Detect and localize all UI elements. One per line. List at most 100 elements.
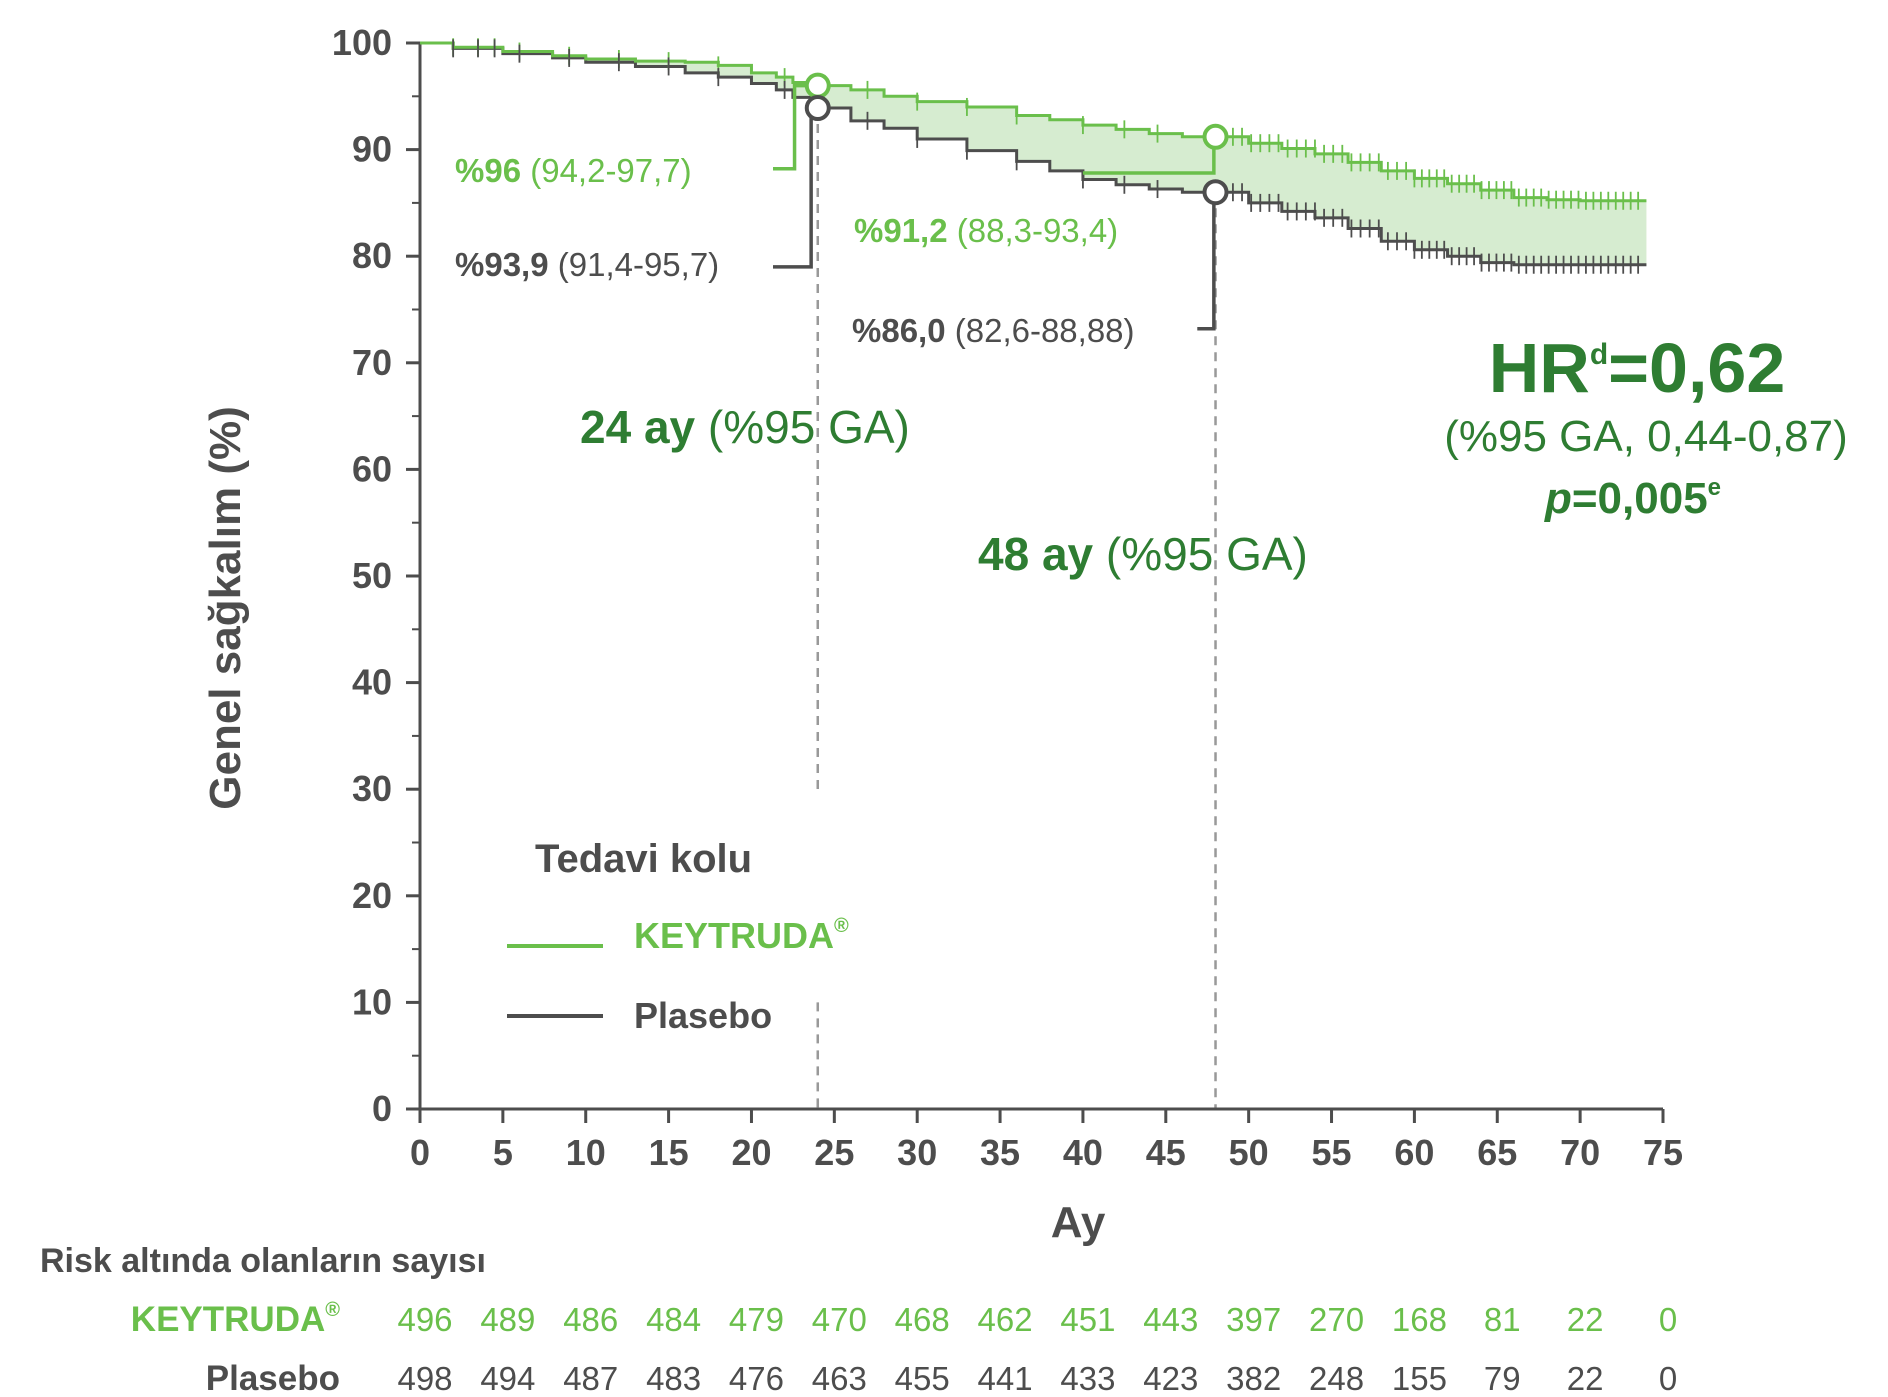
marker-keytruda — [1202, 123, 1229, 150]
risk-keytruda-sup: ® — [325, 1299, 340, 1321]
p-value-sup: e — [1708, 474, 1721, 501]
risk-value-keytruda: 489 — [480, 1301, 535, 1338]
placebo-24-label: %93,9 (91,4-95,7) — [455, 246, 719, 283]
y-tick-label: 80 — [352, 235, 392, 276]
legend-keytruda-sup: ® — [834, 915, 849, 937]
y-tick-label: 20 — [352, 875, 392, 916]
x-tick-label: 70 — [1560, 1132, 1600, 1173]
marker-placebo — [804, 95, 831, 122]
month-48-label: 48 ay (%95 GA) — [978, 528, 1308, 580]
legend-item-keytruda: KEYTRUDA® — [634, 915, 849, 956]
x-tick-label: 0 — [410, 1132, 430, 1173]
risk-value-placebo: 463 — [812, 1360, 867, 1397]
risk-value-keytruda: 468 — [895, 1301, 950, 1338]
month-24-rest: (%95 GA) — [695, 401, 910, 453]
risk-value-keytruda: 451 — [1060, 1301, 1115, 1338]
risk-value-placebo: 433 — [1060, 1360, 1115, 1397]
month-24-bold: 24 ay — [580, 401, 696, 453]
marker-keytruda — [804, 72, 831, 99]
placebo-48-label: %86,0 (82,6-88,88) — [852, 312, 1135, 349]
x-tick-label: 75 — [1643, 1132, 1683, 1173]
keytruda-24-value: %96 — [455, 152, 521, 189]
risk-value-keytruda: 81 — [1484, 1301, 1521, 1338]
risk-table-values: 496 489 486 484 479 470 468 462 451 443 397 270 168 8… — [397, 1301, 1677, 1397]
month-48-bold: 48 ay — [978, 528, 1094, 580]
risk-value-keytruda: 22 — [1567, 1301, 1604, 1338]
placebo-24-value: %93,9 — [455, 246, 549, 283]
risk-value-placebo: 494 — [480, 1360, 535, 1397]
x-tick-label: 5 — [493, 1132, 513, 1173]
hazard-ratio-label: HR — [1489, 329, 1590, 407]
risk-value-keytruda: 484 — [646, 1301, 701, 1338]
keytruda-24-ci: (94,2-97,7) — [521, 152, 692, 189]
x-tick-label: 10 — [566, 1132, 606, 1173]
risk-table-title: Risk altında olanların sayısı — [40, 1242, 486, 1280]
risk-value-placebo: 441 — [978, 1360, 1033, 1397]
keytruda-48-ci: (88,3-93,4) — [948, 212, 1119, 249]
censor-marks — [452, 38, 1640, 274]
placebo-48-ci: (82,6-88,88) — [946, 312, 1135, 349]
x-tick-label: 40 — [1063, 1132, 1103, 1173]
p-value-letter: p — [1544, 474, 1572, 523]
x-tick-label: 60 — [1394, 1132, 1434, 1173]
risk-value-placebo: 382 — [1226, 1360, 1281, 1397]
y-tick-label: 100 — [332, 22, 392, 63]
risk-value-placebo: 248 — [1309, 1360, 1364, 1397]
legend-item-placebo: Plasebo — [634, 995, 772, 1036]
hazard-ratio-ci: (%95 GA, 0,44-0,87) — [1444, 412, 1848, 461]
bracket-keytruda-24 — [773, 83, 812, 171]
reference-lines — [816, 108, 1217, 1109]
risk-value-placebo: 0 — [1659, 1360, 1677, 1397]
keytruda-48-label: %91,2 (88,3-93,4) — [854, 212, 1118, 249]
legend: Tedavi kolu KEYTRUDA® Plasebo — [507, 837, 849, 1036]
risk-value-placebo: 22 — [1567, 1360, 1604, 1397]
risk-value-keytruda: 462 — [978, 1301, 1033, 1338]
x-tick-label: 20 — [731, 1132, 771, 1173]
keytruda-24-label: %96 (94,2-97,7) — [455, 152, 692, 189]
y-tick-label: 50 — [352, 555, 392, 596]
x-tick-label: 45 — [1146, 1132, 1186, 1173]
placebo-24-ci: (91,4-95,7) — [549, 246, 720, 283]
y-axis-title: Genel sağkalım (%) — [201, 406, 250, 809]
y-tick-label: 40 — [352, 662, 392, 703]
landmark-markers — [804, 72, 1229, 206]
series-line-keytruda — [420, 41, 1647, 203]
x-tick-label: 35 — [980, 1132, 1020, 1173]
risk-value-placebo: 455 — [895, 1360, 950, 1397]
month-48-rest: (%95 GA) — [1093, 528, 1308, 580]
y-tick-label: 70 — [352, 342, 392, 383]
risk-row-label-placebo: Plasebo — [206, 1359, 340, 1397]
risk-value-placebo: 423 — [1143, 1360, 1198, 1397]
risk-value-keytruda: 443 — [1143, 1301, 1198, 1338]
x-tick-label: 55 — [1312, 1132, 1352, 1173]
risk-value-keytruda: 0 — [1659, 1301, 1677, 1338]
risk-value-keytruda: 470 — [812, 1301, 867, 1338]
risk-value-keytruda: 479 — [729, 1301, 784, 1338]
y-tick-label: 30 — [352, 768, 392, 809]
placebo-48-value: %86,0 — [852, 312, 946, 349]
hazard-ratio-sup: d — [1590, 338, 1608, 371]
axes: 0 10 20 30 40 50 60 70 80 90 100 0 5 10 15 20 25 30 35 40 45… — [332, 22, 1683, 1173]
y-tick-label: 60 — [352, 448, 392, 489]
risk-value-keytruda: 270 — [1309, 1301, 1364, 1338]
hazard-ratio: HRd=0,62 — [1489, 329, 1786, 407]
risk-row-label-keytruda: KEYTRUDA® — [131, 1299, 340, 1339]
x-tick-label: 30 — [897, 1132, 937, 1173]
risk-value-placebo: 483 — [646, 1360, 701, 1397]
risk-keytruda-name: KEYTRUDA — [131, 1300, 325, 1339]
difference-band — [420, 43, 1647, 265]
risk-value-keytruda: 397 — [1226, 1301, 1281, 1338]
risk-value-keytruda: 486 — [563, 1301, 618, 1338]
x-tick-label: 65 — [1477, 1132, 1517, 1173]
risk-value-placebo: 79 — [1484, 1360, 1521, 1397]
risk-value-keytruda: 168 — [1392, 1301, 1447, 1338]
legend-keytruda-name: KEYTRUDA — [634, 915, 834, 956]
y-tick-label: 90 — [352, 129, 392, 170]
y-tick-label: 10 — [352, 981, 392, 1022]
risk-value-placebo: 487 — [563, 1360, 618, 1397]
bracket-placebo-48 — [1197, 192, 1216, 331]
risk-value-placebo: 476 — [729, 1360, 784, 1397]
risk-value-placebo: 498 — [397, 1360, 452, 1397]
marker-placebo — [1202, 179, 1229, 206]
